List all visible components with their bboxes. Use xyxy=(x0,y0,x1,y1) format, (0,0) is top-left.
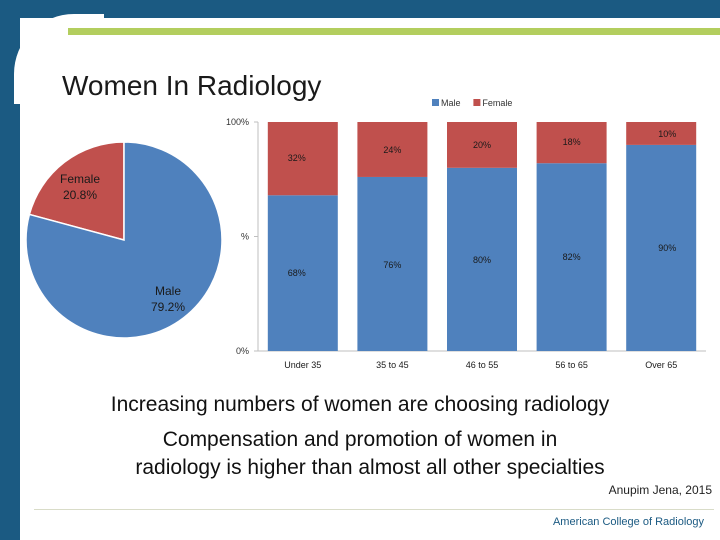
bar-y-tick-label: 100% xyxy=(226,117,249,127)
bar-female-label-3: 18% xyxy=(563,137,581,147)
pie-label-female-name: Female xyxy=(60,172,100,186)
bar-male-label-0: 68% xyxy=(288,268,306,278)
bar-female-3 xyxy=(536,122,607,164)
bar-male-4 xyxy=(626,144,697,351)
legend-swatch-female xyxy=(473,99,481,106)
bar-male-0 xyxy=(267,195,338,351)
bar-male-label-3: 82% xyxy=(563,252,581,262)
bar-male-1 xyxy=(357,176,428,351)
bar-category-label-0: Under 35 xyxy=(284,360,321,370)
frame-left-band xyxy=(0,0,20,540)
brand-name: American College of Radiology xyxy=(552,516,704,528)
legend-label-male: Male xyxy=(441,98,461,108)
bar-female-2 xyxy=(447,122,517,168)
citation: Anupim Jena, 2015 xyxy=(608,483,712,497)
accent-bar xyxy=(68,28,720,35)
bar-female-4 xyxy=(626,122,697,145)
frame-top-band xyxy=(0,0,720,18)
bar-y-tick-label: % xyxy=(241,232,249,242)
bar-category-label-3: 56 to 65 xyxy=(555,360,588,370)
pie-label-female-value: 20.8% xyxy=(63,188,97,202)
pie-label-male-value: 79.2% xyxy=(151,300,185,314)
pie-label-male-name: Male xyxy=(155,284,181,298)
bar-y-tick-label: 0% xyxy=(236,346,249,356)
caption-line-2: Compensation and promotion of women in xyxy=(162,428,558,451)
footer-divider xyxy=(34,509,714,510)
caption-line-3: radiology is higher than almost all othe… xyxy=(135,456,605,479)
legend-swatch-male xyxy=(432,99,439,106)
bar-male-label-2: 80% xyxy=(473,255,491,265)
slide-title: Women In Radiology xyxy=(62,70,322,101)
bar-category-label-1: 35 to 45 xyxy=(376,360,409,370)
bar-female-label-0: 32% xyxy=(288,153,306,163)
bar-male-label-4: 90% xyxy=(658,243,676,253)
bar-male-label-1: 76% xyxy=(383,260,401,270)
bar-male-3 xyxy=(536,163,607,351)
legend-label-female: Female xyxy=(482,98,512,108)
bar-female-1 xyxy=(357,122,428,177)
bar-category-label-2: 46 to 55 xyxy=(466,360,499,370)
bar-female-label-2: 20% xyxy=(473,140,491,150)
caption-line-1: Increasing numbers of women are choosing… xyxy=(110,393,610,416)
bar-female-label-1: 24% xyxy=(383,145,401,155)
bar-female-0 xyxy=(267,122,338,196)
bar-male-2 xyxy=(447,167,517,351)
bar-female-label-4: 10% xyxy=(658,129,676,139)
pie-slice-female xyxy=(28,141,125,241)
pie-slice-male xyxy=(25,141,223,339)
bar-category-label-4: Over 65 xyxy=(645,360,677,370)
